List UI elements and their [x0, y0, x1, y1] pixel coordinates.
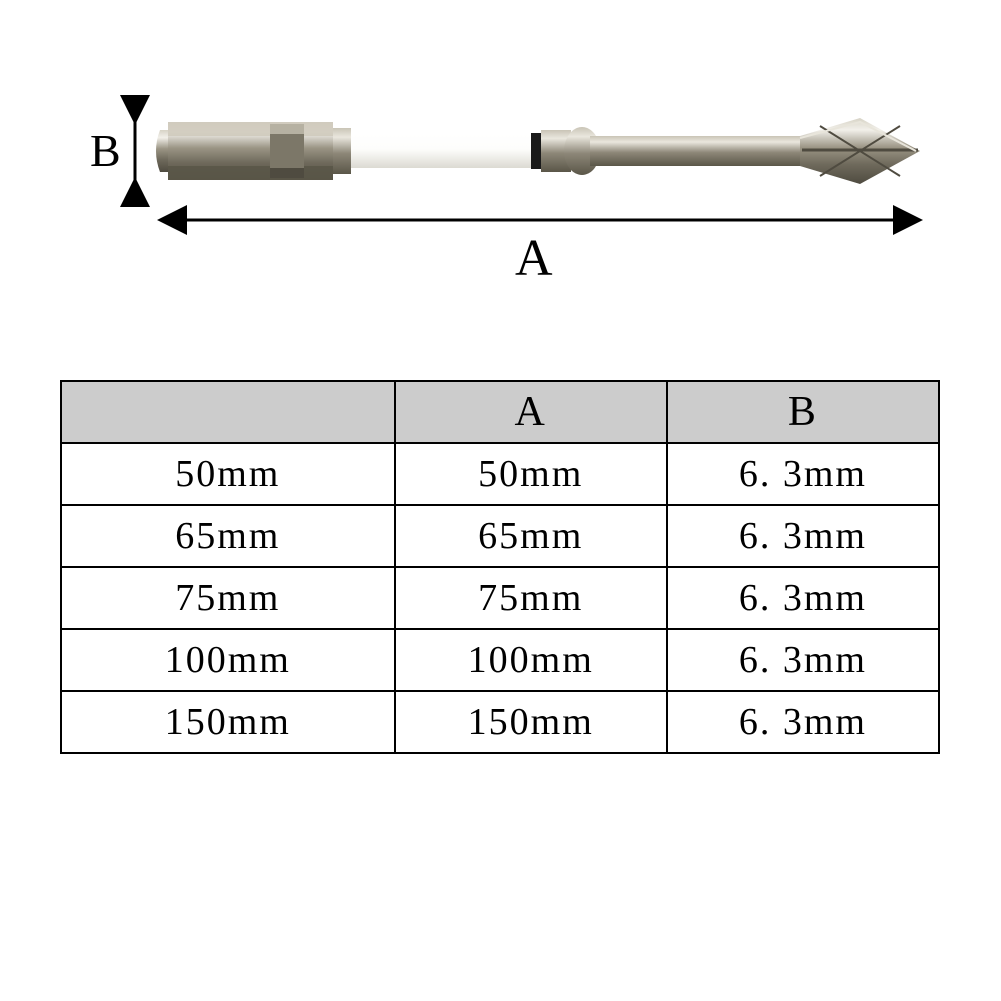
table-row: 150mm 150mm 6. 3mm	[61, 691, 939, 753]
cell: 6. 3mm	[667, 691, 939, 753]
product-diagram: B	[60, 60, 940, 290]
cell: 150mm	[61, 691, 395, 753]
cell: 50mm	[395, 443, 667, 505]
cell: 100mm	[61, 629, 395, 691]
bit-black-ring	[531, 133, 541, 169]
bit-hex-botface	[168, 166, 333, 180]
th-A: A	[395, 381, 667, 443]
cell: 6. 3mm	[667, 567, 939, 629]
page: B	[0, 0, 1001, 1001]
bit-groove-lo	[270, 168, 304, 178]
bit-hex-topface	[168, 122, 333, 136]
cell: 65mm	[395, 505, 667, 567]
table-row: 75mm 75mm 6. 3mm	[61, 567, 939, 629]
cell: 150mm	[395, 691, 667, 753]
bit-collar	[333, 128, 351, 174]
cell: 6. 3mm	[667, 505, 939, 567]
size-table: A B 50mm 50mm 6. 3mm 65mm 65mm 6. 3mm 75…	[60, 380, 940, 754]
table-header-row: A B	[61, 381, 939, 443]
cell: 75mm	[395, 567, 667, 629]
bit-shaft	[590, 136, 800, 166]
th-B: B	[667, 381, 939, 443]
cell: 6. 3mm	[667, 629, 939, 691]
cell: 65mm	[61, 505, 395, 567]
table-row: 65mm 65mm 6. 3mm	[61, 505, 939, 567]
table-row: 50mm 50mm 6. 3mm	[61, 443, 939, 505]
bit-endcap	[156, 130, 170, 172]
cell: 75mm	[61, 567, 395, 629]
cell: 6. 3mm	[667, 443, 939, 505]
diagram-svg: B	[60, 60, 940, 290]
cell: 100mm	[395, 629, 667, 691]
th-blank	[61, 381, 395, 443]
table-row: 100mm 100mm 6. 3mm	[61, 629, 939, 691]
bit-torsion-zone	[351, 134, 531, 168]
dim-B-label: B	[90, 125, 121, 176]
bit-groove-hi	[270, 124, 304, 134]
table: A B 50mm 50mm 6. 3mm 65mm 65mm 6. 3mm 75…	[60, 380, 940, 754]
dim-A-label: A	[515, 230, 553, 287]
cell: 50mm	[61, 443, 395, 505]
